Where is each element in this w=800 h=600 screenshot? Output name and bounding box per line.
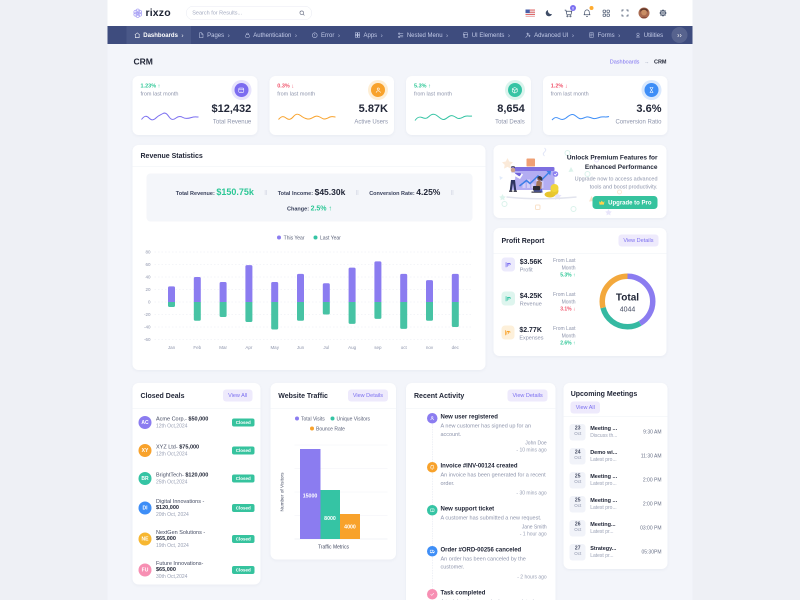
svg-text:Total Visits: Total Visits bbox=[301, 417, 325, 423]
svg-text:Aug: Aug bbox=[348, 345, 357, 350]
svg-text:Jan: Jan bbox=[168, 345, 176, 350]
svg-text:-60: -60 bbox=[144, 337, 151, 342]
svg-text:Unique Visitors: Unique Visitors bbox=[336, 417, 370, 423]
svg-text:oct: oct bbox=[401, 345, 408, 350]
svg-text:Traffic Metrics: Traffic Metrics bbox=[318, 545, 350, 551]
svg-text:20: 20 bbox=[145, 287, 151, 292]
svg-text:Apr: Apr bbox=[245, 345, 253, 350]
svg-text:sep: sep bbox=[374, 345, 382, 350]
svg-text:4044: 4044 bbox=[620, 307, 636, 314]
svg-text:60: 60 bbox=[145, 262, 151, 267]
svg-text:May: May bbox=[270, 345, 279, 350]
svg-text:Feb: Feb bbox=[193, 345, 201, 350]
svg-text:Total: Total bbox=[616, 293, 639, 304]
svg-text:-40: -40 bbox=[144, 325, 151, 330]
svg-text:dec: dec bbox=[452, 345, 460, 350]
svg-text:nov: nov bbox=[426, 345, 434, 350]
svg-text:Bounce Rate: Bounce Rate bbox=[316, 427, 345, 433]
svg-text:Jul: Jul bbox=[323, 345, 329, 350]
svg-text:8000: 8000 bbox=[324, 516, 336, 522]
svg-text:0: 0 bbox=[148, 300, 151, 305]
svg-text:Jun: Jun bbox=[297, 345, 305, 350]
svg-text:Number of Visitors: Number of Visitors bbox=[279, 472, 285, 512]
svg-text:4000: 4000 bbox=[344, 525, 356, 531]
svg-text:15000: 15000 bbox=[302, 494, 317, 500]
svg-text:40: 40 bbox=[145, 275, 151, 280]
svg-text:Mar: Mar bbox=[219, 345, 227, 350]
svg-text:-20: -20 bbox=[144, 312, 151, 317]
svg-text:80: 80 bbox=[145, 250, 151, 255]
